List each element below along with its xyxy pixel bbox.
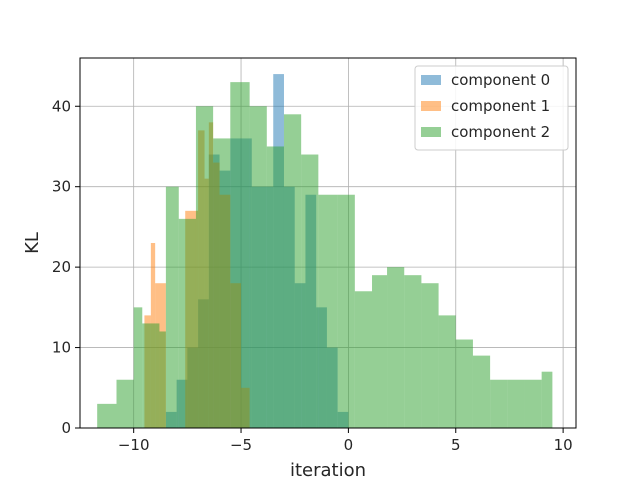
x-tick-label: 10 [554, 436, 573, 454]
histogram-bar [507, 379, 525, 428]
histogram-bar [404, 275, 422, 428]
histogram-bar [318, 194, 338, 428]
x-tick-label: −5 [230, 436, 252, 454]
histogram-bar [301, 154, 319, 429]
histogram-bar [178, 218, 196, 428]
legend-box [414, 65, 569, 151]
x-axis-label: iteration [290, 460, 366, 480]
histogram-bar [524, 379, 542, 428]
histogram-bar [438, 315, 456, 428]
plot-frame [79, 57, 577, 429]
x-tick-label: 5 [451, 436, 461, 454]
histogram-bar [337, 194, 355, 428]
y-tick-label: 40 [52, 97, 71, 115]
legend-entry: component 2 [421, 123, 550, 141]
legend-label: component 1 [451, 97, 550, 115]
histogram-bar [159, 331, 166, 428]
x-tick-label: −10 [118, 436, 150, 454]
y-tick-label: 30 [52, 178, 71, 196]
histogram-bar [133, 307, 143, 428]
legend-label: component 2 [451, 123, 550, 141]
histogram-bar [249, 106, 267, 429]
y-tick-label: 10 [52, 339, 71, 357]
x-tick-label: 0 [344, 436, 354, 454]
histogram-bar [213, 138, 231, 428]
histogram-bar [165, 186, 179, 428]
y-tick-label: 20 [52, 258, 71, 276]
legend: component 0 component 1 component 2 [414, 65, 569, 151]
legend-entry: component 0 [421, 71, 550, 89]
histogram-bar [472, 355, 491, 428]
legend-entry: component 1 [421, 97, 550, 115]
histogram-bar [230, 82, 250, 428]
legend-label: component 0 [451, 71, 550, 89]
histogram-bar [490, 379, 508, 428]
histogram-bar [283, 114, 302, 428]
histogram-bar [455, 339, 473, 428]
y-axis-label: KL [22, 232, 43, 254]
histogram-bar [541, 371, 553, 428]
histogram-bar [387, 267, 405, 428]
histogram-bar [354, 291, 373, 428]
histogram-bar [142, 323, 160, 428]
histogram-bars [97, 74, 553, 429]
legend-swatch [421, 127, 441, 137]
y-tick-label: 0 [61, 419, 71, 437]
legend-swatch [421, 101, 441, 111]
histogram-bar [97, 403, 117, 428]
histogram-bar [116, 379, 134, 428]
legend-swatch [421, 75, 441, 85]
histogram-bar [266, 146, 284, 428]
series-2-bars [97, 82, 553, 429]
axis-ticks: −10 −5 0 5 10 0 10 20 30 40 [52, 97, 573, 454]
histogram-bar [372, 275, 388, 428]
histogram-bar [195, 106, 214, 429]
histogram-bar [421, 283, 439, 428]
